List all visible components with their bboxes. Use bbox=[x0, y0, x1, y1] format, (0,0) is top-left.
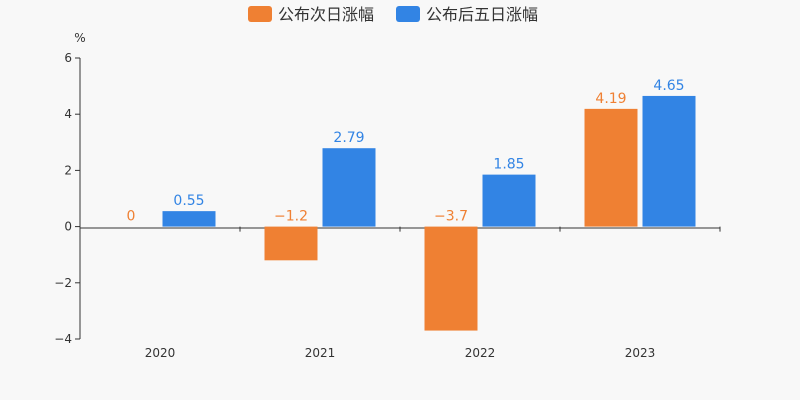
legend-label-series-2[interactable]: 公布后五日涨幅 bbox=[426, 5, 538, 24]
bar-series-2-2020[interactable] bbox=[162, 211, 216, 227]
bar-series-1-2021[interactable] bbox=[264, 226, 318, 261]
y-tick-label: 6 bbox=[64, 51, 72, 65]
data-label-series-1-2022: −3.7 bbox=[434, 209, 468, 225]
legend[interactable]: 公布次日涨幅 公布后五日涨幅 bbox=[248, 5, 538, 24]
bar-series-2-2023[interactable] bbox=[642, 95, 696, 227]
data-label-series-2-2022: 1.85 bbox=[493, 157, 524, 173]
x-tick-label: 2020 bbox=[145, 346, 176, 360]
legend-swatch-series-2[interactable] bbox=[396, 6, 420, 22]
y-tick-label: 2 bbox=[64, 163, 72, 177]
y-tick-label: 4 bbox=[64, 107, 72, 121]
data-label-series-1-2023: 4.19 bbox=[595, 91, 626, 107]
data-labels: 0 −1.2 −3.7 4.19 0.55 2.79 1.85 4.65 bbox=[127, 78, 685, 225]
x-tick-label: 2022 bbox=[465, 346, 496, 360]
data-label-series-2-2021: 2.79 bbox=[333, 130, 364, 146]
data-label-series-2-2020: 0.55 bbox=[173, 193, 204, 209]
bar-series-2-2021[interactable] bbox=[322, 148, 376, 227]
bars bbox=[162, 95, 696, 331]
y-axis-unit-label: % bbox=[74, 31, 85, 45]
data-label-series-1-2020: 0 bbox=[127, 209, 136, 225]
y-tick-label: 0 bbox=[64, 220, 72, 234]
y-tick-label: −4 bbox=[54, 332, 72, 346]
data-label-series-1-2021: −1.2 bbox=[274, 209, 308, 225]
x-tick-label: 2021 bbox=[305, 346, 336, 360]
y-ticks: 6 4 2 0 −2 −4 bbox=[54, 51, 80, 346]
x-tick-label: 2023 bbox=[625, 346, 656, 360]
bar-series-1-2023[interactable] bbox=[584, 108, 638, 227]
bar-series-2-2022[interactable] bbox=[482, 174, 536, 227]
legend-label-series-1[interactable]: 公布次日涨幅 bbox=[278, 5, 374, 24]
x-ticks: 2020 2021 2022 2023 bbox=[79, 226, 721, 360]
legend-swatch-series-1[interactable] bbox=[248, 6, 272, 22]
bar-series-1-2022[interactable] bbox=[424, 226, 478, 331]
data-label-series-2-2023: 4.65 bbox=[653, 78, 684, 94]
y-tick-label: −2 bbox=[54, 276, 72, 290]
